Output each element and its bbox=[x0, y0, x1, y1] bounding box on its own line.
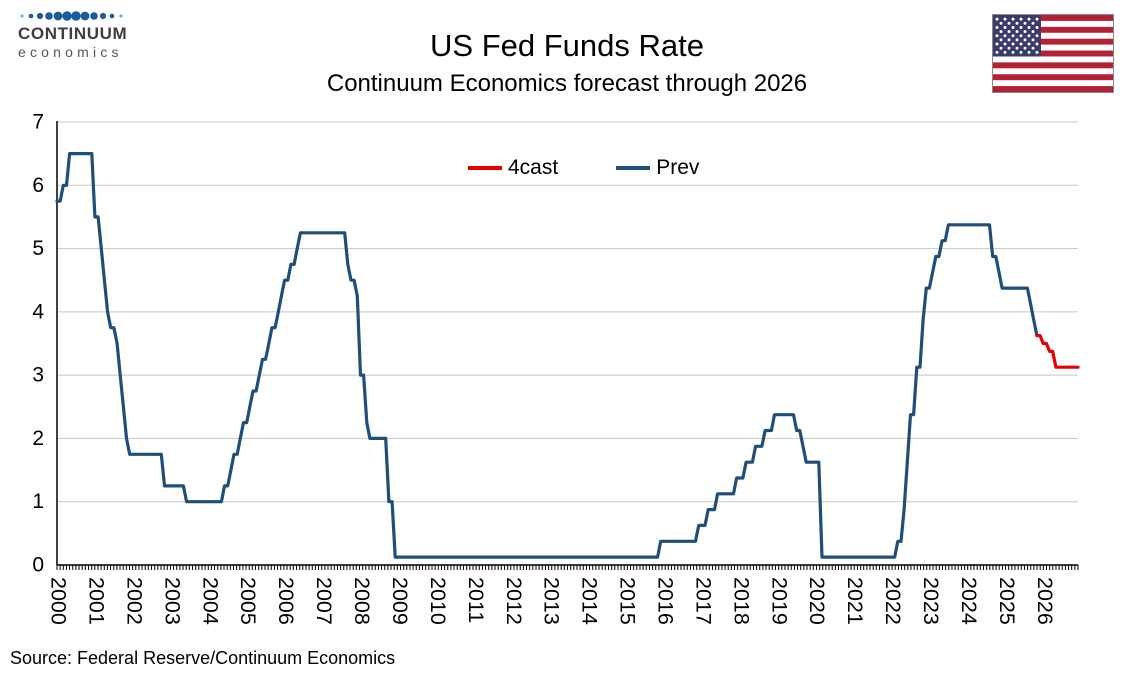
x-axis-year-label: 2015 bbox=[616, 577, 640, 625]
x-axis-year-label: 2006 bbox=[274, 577, 298, 625]
x-axis-year-label: 2016 bbox=[653, 577, 677, 625]
series-line-4cast bbox=[1035, 334, 1080, 369]
y-axis-tick-label: 2 bbox=[32, 427, 44, 450]
x-axis-year-label: 2020 bbox=[805, 577, 829, 625]
legend-swatch-4cast bbox=[468, 166, 502, 170]
continuum-economics-logo: CONTINUUM economics bbox=[18, 10, 128, 61]
us-flag-icon bbox=[992, 14, 1114, 93]
x-axis-year-label: 2017 bbox=[691, 577, 715, 625]
x-axis-year-label: 2026 bbox=[1033, 577, 1057, 625]
x-axis-year-label: 2001 bbox=[85, 577, 109, 625]
chart-title: US Fed Funds Rate bbox=[430, 28, 704, 63]
x-axis-year-label: 2010 bbox=[426, 577, 450, 625]
series-line-prev bbox=[55, 152, 1039, 559]
y-axis-tick-label: 7 bbox=[32, 111, 44, 134]
legend-swatch-prev bbox=[616, 166, 651, 170]
x-axis-year-label: 2011 bbox=[464, 577, 488, 623]
x-axis-year-label: 2009 bbox=[388, 577, 412, 625]
legend-label-4cast: 4cast bbox=[508, 156, 559, 179]
x-axis-year-label: 2000 bbox=[47, 577, 71, 625]
x-axis-year-label: 2004 bbox=[198, 577, 222, 625]
x-axis-year-label: 2014 bbox=[578, 577, 602, 625]
chart-subtitle: Continuum Economics forecast through 202… bbox=[326, 70, 808, 97]
x-axis-year-label: 2019 bbox=[767, 577, 791, 625]
x-axis-year-label: 2008 bbox=[350, 577, 374, 625]
legend-label-prev: Prev bbox=[656, 156, 700, 179]
chart-legend: 4cast Prev bbox=[468, 156, 699, 180]
fed-funds-rate-chart: 0 1 2 3 4 5 6 7 2000 2001 2002 2003 2004 2005 2006 2007… bbox=[32, 111, 1080, 625]
source-note: Source: Federal Reserve/Continuum Econom… bbox=[10, 648, 396, 668]
y-axis-tick-label: 3 bbox=[32, 364, 44, 387]
y-axis-tick-label: 1 bbox=[32, 490, 44, 513]
x-axis-year-label: 2003 bbox=[160, 577, 184, 625]
x-axis-year-label: 2025 bbox=[995, 577, 1019, 625]
logo-text-economics: economics bbox=[18, 43, 123, 60]
legend-item-4cast: 4cast bbox=[468, 156, 558, 180]
logo-text-continuum: CONTINUUM bbox=[18, 24, 128, 43]
y-axis-tick-label: 6 bbox=[32, 174, 44, 197]
x-axis-year-label: 2012 bbox=[502, 577, 526, 625]
chart-titles: US Fed Funds Rate Continuum Economics fo… bbox=[167, 28, 967, 98]
logo-dots-icon bbox=[20, 11, 123, 21]
x-axis-year-label: 2007 bbox=[312, 577, 336, 625]
x-axis-year-label: 2018 bbox=[729, 577, 753, 625]
x-axis-year-label: 2005 bbox=[236, 577, 260, 625]
x-axis-year-label: 2024 bbox=[957, 577, 981, 625]
x-axis-year-label: 2002 bbox=[122, 577, 146, 625]
y-axis-tick-label: 5 bbox=[32, 237, 44, 260]
x-axis-year-label: 2021 bbox=[843, 577, 867, 625]
x-axis-year-label: 2013 bbox=[540, 577, 564, 625]
y-axis-tick-label: 4 bbox=[32, 300, 44, 323]
legend-item-prev: Prev bbox=[616, 156, 699, 180]
y-axis-tick-label: 0 bbox=[32, 554, 44, 577]
x-axis-year-label: 2022 bbox=[881, 577, 905, 625]
x-axis-year-label: 2023 bbox=[919, 577, 943, 625]
